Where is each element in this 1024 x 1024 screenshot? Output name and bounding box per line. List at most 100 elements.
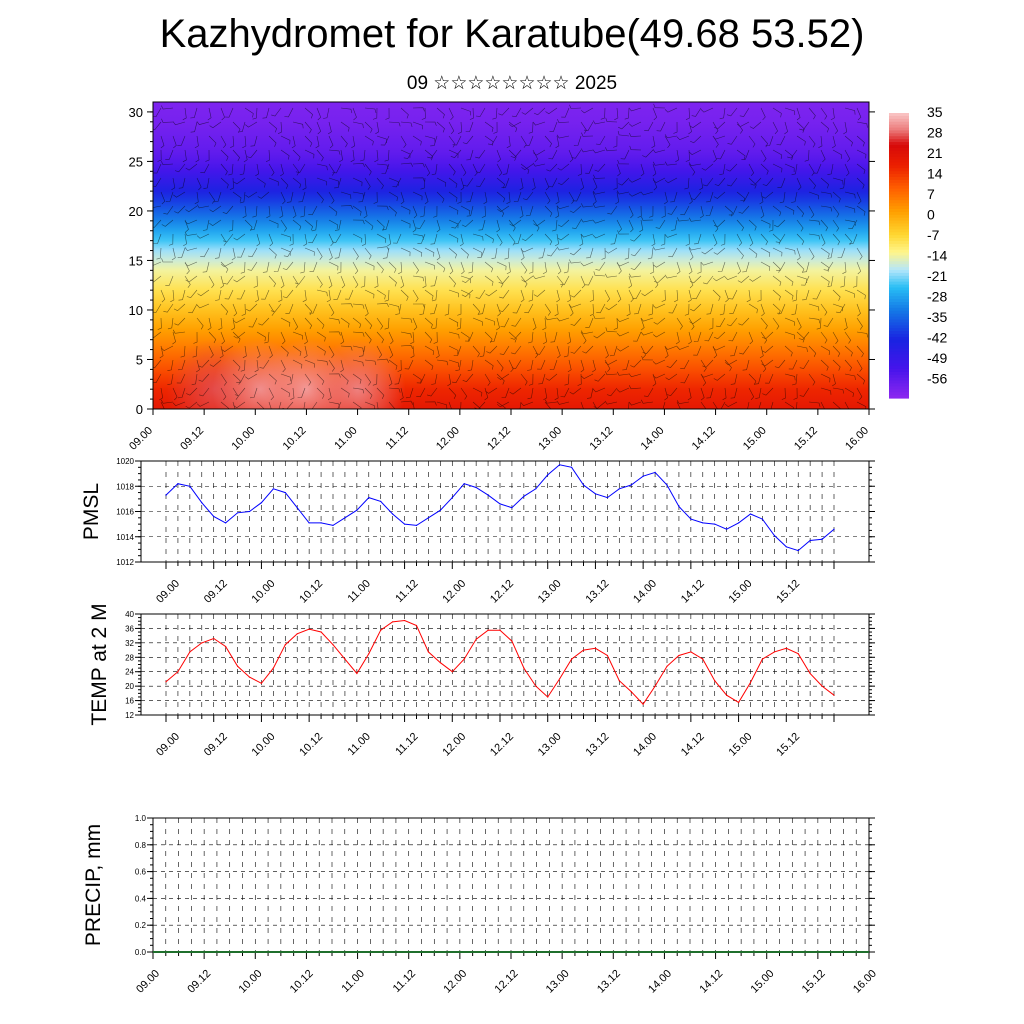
wind-barb (820, 373, 831, 383)
x-tick-label: 14.12 (697, 968, 725, 996)
wind-barb (424, 121, 437, 126)
wind-barb (184, 261, 198, 267)
wind-barb (836, 303, 846, 314)
data-point (475, 486, 477, 489)
wind-barb (713, 121, 726, 130)
data-point (463, 483, 465, 485)
wind-barb (340, 373, 349, 385)
wind-barb (311, 219, 318, 232)
y-tick-label: 16 (125, 697, 134, 706)
wind-barb (400, 191, 405, 205)
wind-barb (339, 149, 343, 163)
wind-barb (460, 177, 465, 191)
wind-barb (765, 373, 774, 384)
wind-barb (724, 289, 729, 303)
wind-barb (352, 121, 364, 129)
wind-barb (268, 219, 279, 229)
colorbar-swatch (889, 334, 909, 338)
data-point (547, 696, 549, 698)
wind-barb (792, 289, 798, 302)
wind-barb (680, 205, 690, 216)
wind-barb (328, 149, 341, 155)
wind-barb (729, 303, 738, 314)
wind-barb (448, 345, 459, 355)
wind-barb (706, 387, 714, 399)
colorbar-swatch (889, 113, 909, 117)
wind-barb (220, 275, 224, 289)
warm-core (309, 339, 406, 409)
y-tick-label: 12 (125, 711, 134, 720)
wind-barb (493, 121, 498, 134)
wind-barb (592, 359, 596, 373)
wind-barb (415, 219, 426, 229)
wind-barb (748, 177, 757, 189)
y-tick-label: 5 (136, 352, 143, 367)
wind-barb (436, 121, 445, 133)
colorbar-swatch (889, 243, 909, 248)
wind-barb (527, 387, 534, 400)
wind-barb (544, 303, 551, 316)
wind-barb (300, 261, 306, 274)
wind-barb (532, 162, 546, 167)
wind-barb (220, 261, 229, 273)
data-point (284, 492, 286, 494)
wind-barb (542, 331, 547, 345)
wind-barb (653, 103, 666, 109)
data-point (380, 629, 382, 631)
wind-barb (569, 104, 582, 109)
colorbar-swatch (889, 313, 909, 318)
wind-barb (448, 247, 457, 259)
wind-barb (512, 303, 522, 314)
wind-barb (435, 345, 440, 359)
wind-barb (842, 261, 847, 274)
y-tick-label: 1018 (116, 482, 134, 491)
wind-barb (388, 205, 397, 217)
x-tick-label: 11.12 (393, 731, 420, 758)
wind-barb (316, 177, 327, 186)
data-point (666, 665, 668, 667)
colorbar-swatch (889, 147, 909, 152)
wind-barb (593, 174, 606, 179)
wind-barb (430, 233, 438, 245)
wind-barb (290, 387, 295, 400)
wind-barb (796, 219, 804, 232)
wind-barb (352, 401, 362, 409)
x-tick-label: 14.00 (631, 578, 659, 606)
chart-subtitle: 09 ☆☆☆☆☆☆☆☆ 2025 (406, 73, 618, 94)
wind-barb (323, 107, 330, 119)
wind-barb (772, 107, 782, 118)
wind-barb (652, 246, 666, 251)
wind-barb (266, 205, 271, 219)
wind-barb (856, 387, 863, 400)
wind-barb (544, 399, 558, 404)
wind-barb (268, 135, 277, 147)
wind-barb (185, 163, 198, 171)
wind-barb (412, 317, 418, 331)
data-point (678, 505, 680, 508)
wind-barb (153, 233, 162, 244)
wind-barb (447, 373, 452, 387)
y-tick-label: 20 (125, 682, 134, 691)
wind-barb (205, 149, 210, 162)
wind-barb (784, 205, 795, 215)
colorbar-label: -56 (927, 371, 947, 387)
wind-barb (800, 275, 810, 286)
wind-barb (257, 191, 270, 199)
wind-barb (259, 359, 270, 369)
wind-barb (448, 135, 456, 148)
wind-barb (271, 107, 282, 117)
wind-barb (184, 219, 198, 225)
wind-barb (556, 345, 561, 359)
wind-barb (755, 387, 762, 399)
wind-barb (153, 121, 162, 131)
wind-barb (220, 149, 229, 161)
wind-barb (687, 289, 692, 303)
wind-barb (634, 303, 642, 315)
wind-barb (544, 177, 550, 191)
wind-barb (772, 247, 783, 257)
wind-barb (292, 121, 304, 129)
wind-barb (641, 216, 654, 221)
wind-barb (410, 331, 415, 345)
profile-overlays (153, 103, 869, 409)
